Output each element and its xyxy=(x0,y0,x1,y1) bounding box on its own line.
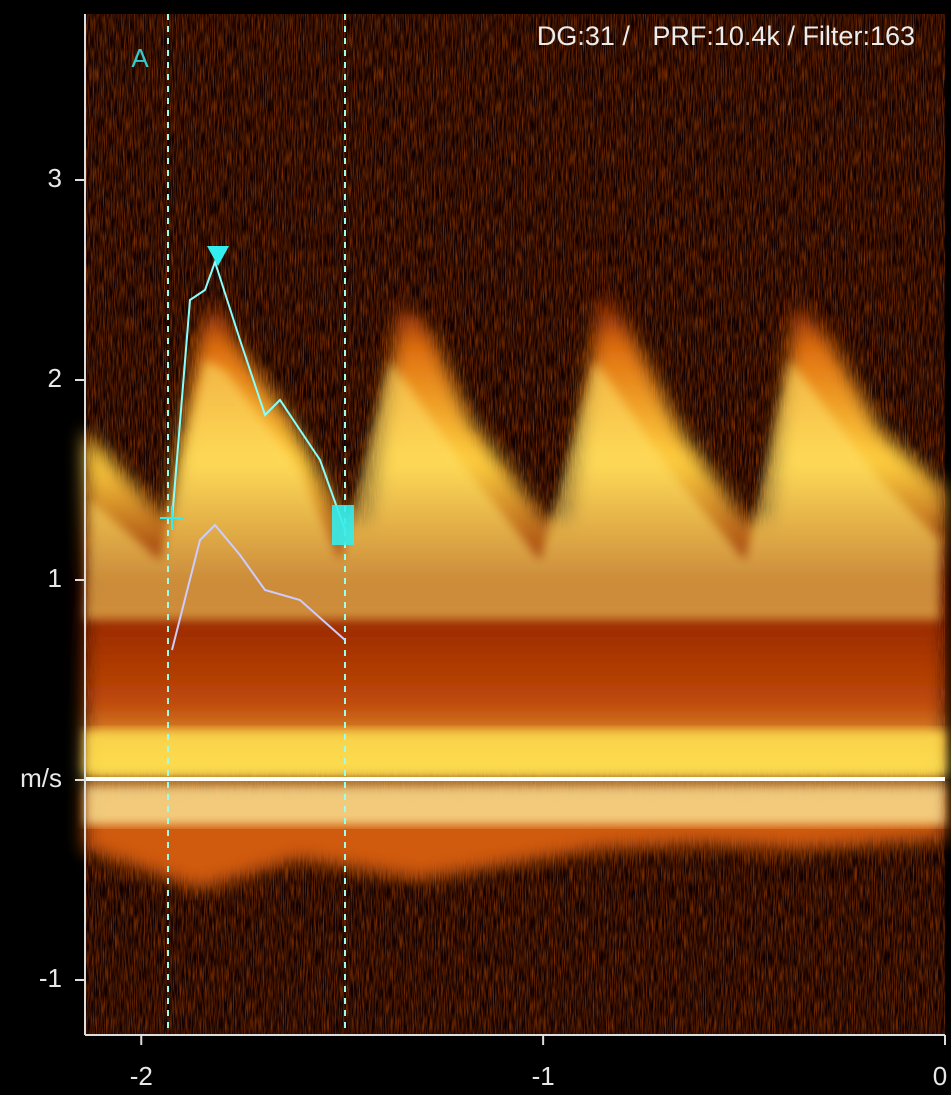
start-marker xyxy=(160,506,184,530)
y-tick-label: 3 xyxy=(48,163,62,193)
bright-band xyxy=(85,360,940,620)
y-tick-label: m/s xyxy=(20,763,62,793)
y-tick-label: 2 xyxy=(48,363,62,393)
wall-filter-upper xyxy=(85,730,945,775)
x-tick-label: -2 xyxy=(130,1061,153,1091)
x-tick-label: 0 xyxy=(933,1061,947,1091)
y-tick-label: 1 xyxy=(48,563,62,593)
wall-filter-lower xyxy=(85,785,945,825)
mean-trace xyxy=(171,523,346,651)
x-tick-label: -1 xyxy=(532,1061,555,1091)
measurement xyxy=(160,14,354,1035)
y-tick-label: -1 xyxy=(39,963,62,993)
end-marker xyxy=(332,505,354,545)
settings: DG:31 / PRF:10.4k / Filter:163 xyxy=(537,21,915,51)
peak-trace xyxy=(171,258,346,531)
peak-marker xyxy=(207,246,229,266)
spectrum xyxy=(85,290,945,890)
trace-label: A xyxy=(131,43,149,73)
